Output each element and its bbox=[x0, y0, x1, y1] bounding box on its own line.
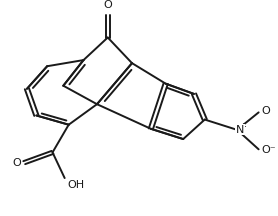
Text: N: N bbox=[235, 125, 244, 135]
Text: +: + bbox=[240, 122, 246, 131]
Text: O: O bbox=[103, 0, 112, 10]
Text: OH: OH bbox=[67, 180, 85, 190]
Text: O: O bbox=[262, 106, 270, 116]
Text: O⁻: O⁻ bbox=[262, 145, 277, 155]
Text: O: O bbox=[12, 158, 21, 168]
